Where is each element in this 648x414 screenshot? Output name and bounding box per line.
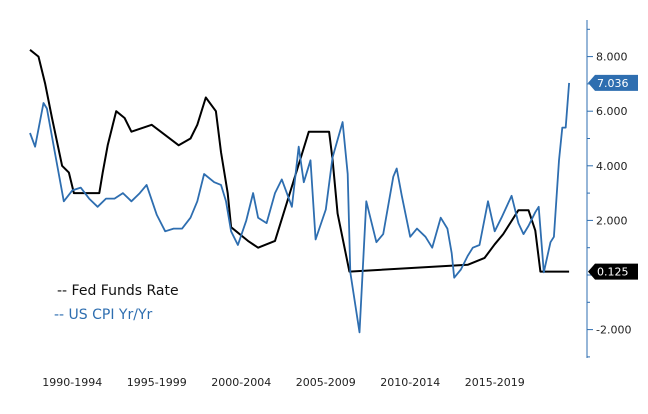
x-tick-label: 2015-2019 — [465, 376, 525, 389]
callout-cpi-box — [588, 74, 638, 91]
callout-cpi-label: 7.036 — [597, 77, 629, 90]
last-value-fed-callout: 0.125 — [588, 263, 638, 280]
series-line-us-cpi — [29, 82, 570, 334]
x-tick-label: 2005-2009 — [296, 376, 356, 389]
x-tick-label: 1995-1999 — [127, 376, 187, 389]
y-tick-label: 2.000 — [596, 214, 628, 227]
legend-fed-funds: -- Fed Funds Rate — [57, 283, 179, 299]
x-tick-label: 2000-2004 — [211, 376, 271, 389]
callout-fed-box — [588, 263, 638, 280]
series-layer — [29, 49, 570, 334]
legend-us-cpi: -- US CPI Yr/Yr — [54, 307, 153, 323]
x-axis: 1990-1994 1995-1999 2000-2004 2005-2009 2010… — [42, 376, 524, 389]
y-tick-label: 6.000 — [596, 105, 628, 118]
last-value-cpi-callout: 7.036 — [588, 74, 638, 91]
y-axis: -2.000 2.000 4.000 6.000 8.000 — [587, 28, 631, 358]
series-line-fed-funds — [29, 49, 570, 273]
y-tick-label: 8.000 — [596, 51, 628, 64]
x-tick-label: 1990-1994 — [42, 376, 102, 389]
y-tick-label: 4.000 — [596, 160, 628, 173]
x-tick-label: 2010-2014 — [380, 376, 440, 389]
y-tick-label: -2.000 — [596, 324, 631, 337]
callout-fed-label: 0.125 — [597, 266, 629, 279]
